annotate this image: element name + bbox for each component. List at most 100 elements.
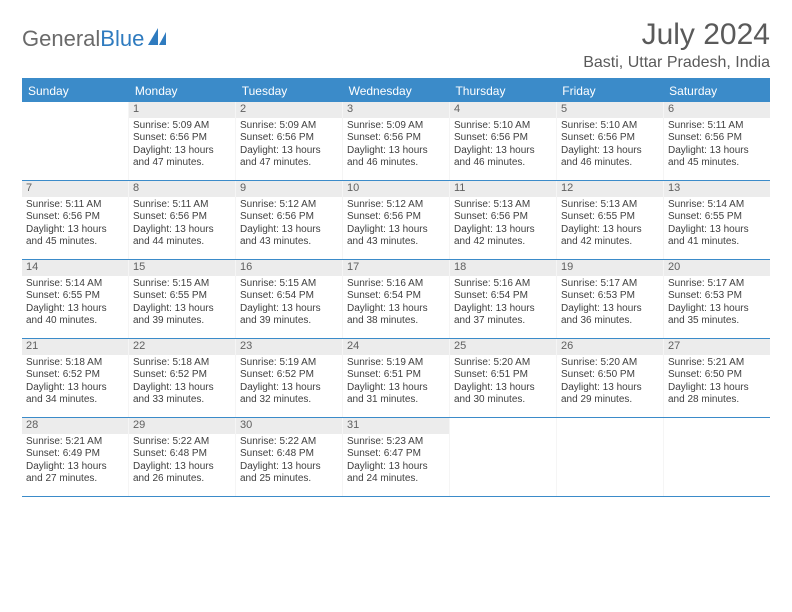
daylight-text: Daylight: 13 hours and 38 minutes.: [347, 303, 445, 328]
day-cell: 22Sunrise: 5:18 AMSunset: 6:52 PMDayligh…: [129, 339, 236, 417]
day-number: 27: [664, 339, 770, 355]
month-title: July 2024: [583, 18, 770, 52]
sunset-text: Sunset: 6:48 PM: [240, 448, 338, 461]
day-number: [664, 418, 770, 420]
brand-part1: General: [22, 26, 100, 52]
sunrise-text: Sunrise: 5:09 AM: [240, 120, 338, 133]
day-number: 25: [450, 339, 556, 355]
day-cell: [450, 418, 557, 496]
daylight-text: Daylight: 13 hours and 47 minutes.: [133, 145, 231, 170]
sunrise-text: Sunrise: 5:20 AM: [454, 357, 552, 370]
sunset-text: Sunset: 6:47 PM: [347, 448, 445, 461]
sunrise-text: Sunrise: 5:17 AM: [668, 278, 766, 291]
day-number: 7: [22, 181, 128, 197]
day-number: 22: [129, 339, 235, 355]
day-number: 30: [236, 418, 342, 434]
daylight-text: Daylight: 13 hours and 44 minutes.: [133, 224, 231, 249]
sunset-text: Sunset: 6:53 PM: [561, 290, 659, 303]
day-cell: 7 Sunrise: 5:11 AMSunset: 6:56 PMDaylight…: [22, 181, 129, 259]
sunrise-text: Sunrise: 5:20 AM: [561, 357, 659, 370]
day-number: 20: [664, 260, 770, 276]
sunrise-text: Sunrise: 5:18 AM: [26, 357, 124, 370]
sunrise-text: Sunrise: 5:23 AM: [347, 436, 445, 449]
day-cell: 29Sunrise: 5:22 AMSunset: 6:48 PMDayligh…: [129, 418, 236, 496]
daylight-text: Daylight: 13 hours and 39 minutes.: [133, 303, 231, 328]
day-cell: 13Sunrise: 5:14 AMSunset: 6:55 PMDayligh…: [664, 181, 770, 259]
day-number: 3: [343, 102, 449, 118]
daylight-text: Daylight: 13 hours and 45 minutes.: [668, 145, 766, 170]
daylight-text: Daylight: 13 hours and 33 minutes.: [133, 382, 231, 407]
day-number: 28: [22, 418, 128, 434]
day-number: 17: [343, 260, 449, 276]
daylight-text: Daylight: 13 hours and 45 minutes.: [26, 224, 124, 249]
sunrise-text: Sunrise: 5:19 AM: [347, 357, 445, 370]
day-cell: [557, 418, 664, 496]
daylight-text: Daylight: 13 hours and 46 minutes.: [454, 145, 552, 170]
day-header: Thursday: [449, 80, 556, 102]
sunset-text: Sunset: 6:56 PM: [240, 132, 338, 145]
sunset-text: Sunset: 6:52 PM: [240, 369, 338, 382]
sunset-text: Sunset: 6:55 PM: [561, 211, 659, 224]
daylight-text: Daylight: 13 hours and 30 minutes.: [454, 382, 552, 407]
sail-icon: [148, 26, 170, 52]
sunset-text: Sunset: 6:56 PM: [240, 211, 338, 224]
daylight-text: Daylight: 13 hours and 43 minutes.: [347, 224, 445, 249]
sunset-text: Sunset: 6:56 PM: [26, 211, 124, 224]
day-number: [450, 418, 556, 420]
daylight-text: Daylight: 13 hours and 46 minutes.: [561, 145, 659, 170]
week-row: 7Sunrise: 5:11 AMSunset: 6:56 PMDaylight…: [22, 181, 770, 260]
day-cell: 10Sunrise: 5:12 AMSunset: 6:56 PMDayligh…: [343, 181, 450, 259]
sunset-text: Sunset: 6:56 PM: [561, 132, 659, 145]
week-row: 14Sunrise: 5:14 AMSunset: 6:55 PMDayligh…: [22, 260, 770, 339]
daylight-text: Daylight: 13 hours and 29 minutes.: [561, 382, 659, 407]
day-cell: 28Sunrise: 5:21 AMSunset: 6:49 PMDayligh…: [22, 418, 129, 496]
day-number: 29: [129, 418, 235, 434]
sunrise-text: Sunrise: 5:13 AM: [561, 199, 659, 212]
day-cell: 6Sunrise: 5:11 AMSunset: 6:56 PMDaylight…: [664, 102, 770, 180]
day-cell: 21Sunrise: 5:18 AMSunset: 6:52 PMDayligh…: [22, 339, 129, 417]
day-number: [22, 102, 128, 104]
sunset-text: Sunset: 6:50 PM: [668, 369, 766, 382]
day-cell: 2Sunrise: 5:09 AMSunset: 6:56 PMDaylight…: [236, 102, 343, 180]
sunset-text: Sunset: 6:50 PM: [561, 369, 659, 382]
daylight-text: Daylight: 13 hours and 42 minutes.: [561, 224, 659, 249]
day-cell: 1Sunrise: 5:09 AMSunset: 6:56 PMDaylight…: [129, 102, 236, 180]
day-cell: 3Sunrise: 5:09 AMSunset: 6:56 PMDaylight…: [343, 102, 450, 180]
day-number: 15: [129, 260, 235, 276]
sunset-text: Sunset: 6:54 PM: [454, 290, 552, 303]
sunrise-text: Sunrise: 5:18 AM: [133, 357, 231, 370]
day-number: 26: [557, 339, 663, 355]
day-number: 16: [236, 260, 342, 276]
sunset-text: Sunset: 6:56 PM: [454, 132, 552, 145]
day-number: 2: [236, 102, 342, 118]
daylight-text: Daylight: 13 hours and 25 minutes.: [240, 461, 338, 486]
day-cell: 27Sunrise: 5:21 AMSunset: 6:50 PMDayligh…: [664, 339, 770, 417]
daylight-text: Daylight: 13 hours and 46 minutes.: [347, 145, 445, 170]
week-row: 28Sunrise: 5:21 AMSunset: 6:49 PMDayligh…: [22, 418, 770, 497]
daylight-text: Daylight: 13 hours and 28 minutes.: [668, 382, 766, 407]
calendar: Sunday Monday Tuesday Wednesday Thursday…: [22, 78, 770, 497]
sunrise-text: Sunrise: 5:10 AM: [561, 120, 659, 133]
day-cell: 26 Sunrise: 5:20 AMSunset: 6:50 PMDayligh…: [557, 339, 664, 417]
daylight-text: Daylight: 13 hours and 24 minutes.: [347, 461, 445, 486]
daylight-text: Daylight: 13 hours and 26 minutes.: [133, 461, 231, 486]
day-header: Wednesday: [343, 80, 450, 102]
sunset-text: Sunset: 6:55 PM: [668, 211, 766, 224]
sunrise-text: Sunrise: 5:21 AM: [26, 436, 124, 449]
day-number: 12: [557, 181, 663, 197]
daylight-text: Daylight: 13 hours and 34 minutes.: [26, 382, 124, 407]
day-number: 4: [450, 102, 556, 118]
day-cell: 16Sunrise: 5:15 AMSunset: 6:54 PMDayligh…: [236, 260, 343, 338]
sunset-text: Sunset: 6:48 PM: [133, 448, 231, 461]
day-number: 8: [129, 181, 235, 197]
sunrise-text: Sunrise: 5:16 AM: [347, 278, 445, 291]
title-block: July 2024 Basti, Uttar Pradesh, India: [583, 18, 770, 72]
day-cell: 4Sunrise: 5:10 AMSunset: 6:56 PMDaylight…: [450, 102, 557, 180]
day-number: 11: [450, 181, 556, 197]
week-row: 1Sunrise: 5:09 AMSunset: 6:56 PMDaylight…: [22, 102, 770, 181]
daylight-text: Daylight: 13 hours and 35 minutes.: [668, 303, 766, 328]
sunrise-text: Sunrise: 5:11 AM: [26, 199, 124, 212]
sunset-text: Sunset: 6:54 PM: [347, 290, 445, 303]
daylight-text: Daylight: 13 hours and 42 minutes.: [454, 224, 552, 249]
day-cell: 9Sunrise: 5:12 AMSunset: 6:56 PMDaylight…: [236, 181, 343, 259]
